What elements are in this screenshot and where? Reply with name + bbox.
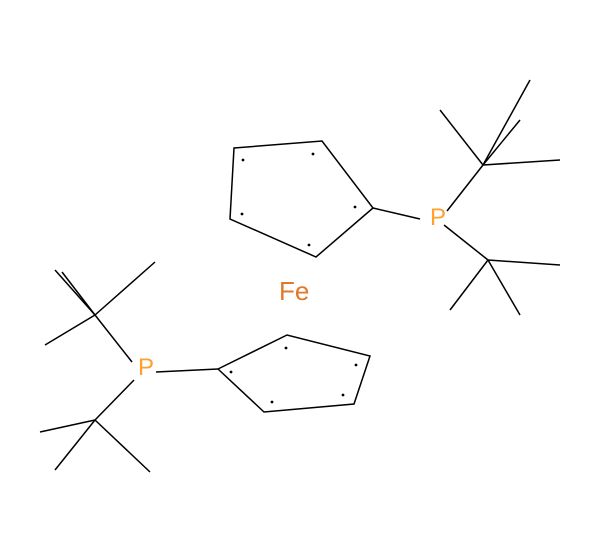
bond bbox=[450, 260, 488, 310]
bond bbox=[488, 260, 560, 265]
electron-dot bbox=[312, 153, 315, 156]
electron-dot bbox=[241, 213, 244, 216]
bond bbox=[447, 165, 483, 211]
bond bbox=[483, 120, 520, 165]
ring bbox=[218, 335, 370, 412]
fe-label: Fe bbox=[279, 276, 309, 306]
p-label-left: P bbox=[138, 354, 154, 381]
bond bbox=[95, 262, 155, 315]
bond bbox=[45, 315, 95, 345]
electron-dot bbox=[342, 394, 345, 397]
electron-dot bbox=[271, 401, 274, 404]
electron-dot bbox=[308, 244, 311, 247]
ring bbox=[230, 141, 373, 257]
electron-dot bbox=[285, 347, 288, 350]
p-label-right: P bbox=[430, 204, 446, 231]
bond bbox=[488, 260, 520, 315]
electron-dot bbox=[354, 206, 357, 209]
bond bbox=[373, 208, 420, 219]
bond bbox=[440, 110, 483, 165]
bond bbox=[483, 80, 530, 165]
electron-dot bbox=[230, 371, 233, 374]
electron-dot bbox=[355, 364, 358, 367]
bond bbox=[483, 160, 560, 165]
bond bbox=[156, 369, 218, 372]
electron-dot bbox=[242, 159, 245, 162]
bond bbox=[95, 315, 132, 362]
bond bbox=[95, 420, 150, 472]
bond bbox=[55, 270, 95, 315]
bond bbox=[95, 380, 134, 420]
bond bbox=[444, 225, 488, 260]
